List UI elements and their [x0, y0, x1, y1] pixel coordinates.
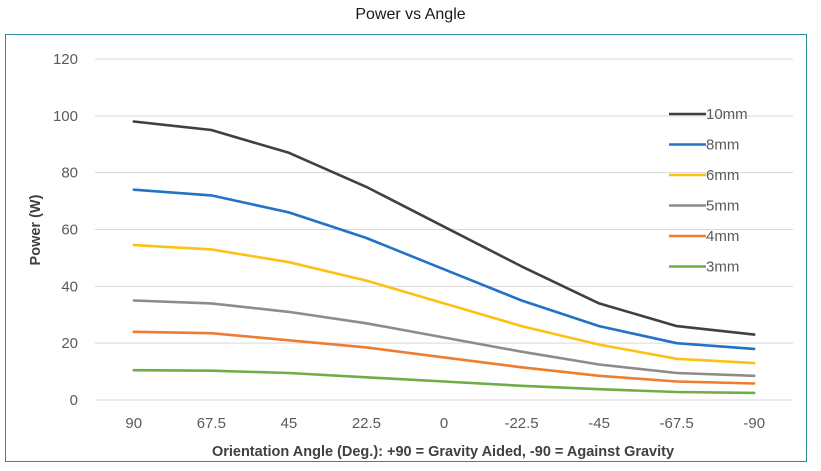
- legend: 10mm 8mm 6mm 5mm 4mm 3mm: [669, 106, 748, 276]
- x-tick-label: -90: [743, 415, 765, 432]
- x-tick-label: 67.5: [197, 415, 226, 432]
- x-tick-label: -67.5: [660, 415, 694, 432]
- x-tick-label: -22.5: [504, 415, 538, 432]
- series-line-3mm: [132, 368, 756, 395]
- x-tick-labels: 90 67.5 45 22.5 0 -22.5 -45 -67.5 -90: [125, 415, 765, 432]
- legend-item-5mm: 5mm: [669, 198, 739, 215]
- chart-frame: [5, 34, 807, 462]
- legend-item-6mm: 6mm: [669, 167, 739, 184]
- legend-item-3mm: 3mm: [669, 259, 739, 276]
- x-axis-title: Orientation Angle (Deg.): +90 = Gravity …: [212, 444, 674, 460]
- legend-item-8mm: 8mm: [669, 137, 739, 154]
- series-line-10mm: [132, 120, 756, 336]
- x-tick-label: 22.5: [352, 415, 381, 432]
- series-line-4mm: [132, 330, 756, 385]
- legend-item-10mm: 10mm: [669, 106, 748, 123]
- chart-title: Power vs Angle: [355, 6, 466, 23]
- x-tick-label: -45: [588, 415, 610, 432]
- y-tick-label: 60: [61, 222, 78, 239]
- legend-item-4mm: 4mm: [669, 228, 739, 245]
- y-tick-label: 20: [61, 335, 78, 352]
- legend-label: 6mm: [706, 167, 739, 184]
- y-tick-label: 120: [53, 51, 78, 68]
- legend-label: 10mm: [706, 106, 748, 123]
- legend-label: 4mm: [706, 228, 739, 245]
- legend-label: 5mm: [706, 198, 739, 215]
- x-tick-label: 90: [125, 415, 142, 432]
- series-lines: [132, 120, 756, 395]
- x-tick-label: 0: [440, 415, 448, 432]
- y-tick-label: 40: [61, 278, 78, 295]
- series-line-5mm: [132, 299, 756, 378]
- series-line-8mm: [132, 188, 756, 351]
- legend-label: 8mm: [706, 137, 739, 154]
- y-tick-labels: 0 20 40 60 80 100 120: [53, 51, 78, 409]
- gridlines: [95, 58, 793, 401]
- y-axis-title: Power (W): [28, 194, 44, 265]
- series-line-6mm: [132, 243, 756, 365]
- y-tick-label: 0: [70, 392, 78, 409]
- x-tick-label: 45: [281, 415, 298, 432]
- y-tick-label: 100: [53, 108, 78, 125]
- y-tick-label: 80: [61, 165, 78, 182]
- legend-label: 3mm: [706, 259, 739, 276]
